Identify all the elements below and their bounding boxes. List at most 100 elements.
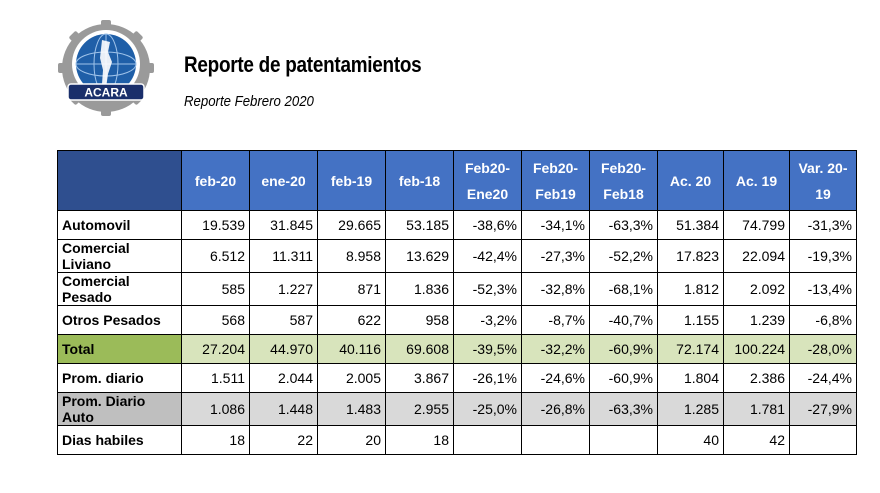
table-cell: 53.185 [385, 210, 454, 240]
patentamientos-table: feb-20 ene-20 feb-19 feb-18 Feb20- Ene20 Feb20… [57, 150, 857, 455]
header-corner [57, 150, 182, 211]
table-row: Dias habiles 18 22 20 18 40 42 [57, 425, 857, 455]
table-cell: -60,9% [589, 334, 658, 364]
table-cell: 958 [385, 305, 454, 335]
table-cell: 74.799 [723, 210, 790, 240]
column-header: Feb20- Feb19 [521, 150, 590, 211]
table-cell: -24,6% [521, 363, 590, 393]
table-cell: 18 [181, 425, 250, 455]
table-cell: -31,3% [789, 210, 857, 240]
column-header-line: feb-20 [194, 172, 237, 189]
row-label: Otros Pesados [57, 305, 182, 335]
table-cell: 568 [181, 305, 250, 335]
table-cell: 1.239 [723, 305, 790, 335]
table-cell: 42 [723, 425, 790, 455]
table-cell: 1.086 [181, 392, 250, 426]
table-cell: -6,8% [789, 305, 857, 335]
table-cell: -60,9% [589, 363, 658, 393]
table-cell: 40 [657, 425, 724, 455]
table-cell: -3,2% [453, 305, 522, 335]
column-header: ene-20 [249, 150, 318, 211]
table-cell: 100.224 [723, 334, 790, 364]
table-cell: 3.867 [385, 363, 454, 393]
table-cell: -52,3% [453, 272, 522, 306]
table-cell: -24,4% [789, 363, 857, 393]
table-cell: 44.970 [249, 334, 318, 364]
table-cell: -25,0% [453, 392, 522, 426]
table-header-row: feb-20 ene-20 feb-19 feb-18 Feb20- Ene20 Feb20… [57, 150, 857, 211]
row-label: Prom. diario [57, 363, 182, 393]
table-row: Otros Pesados 568 587 622 958 -3,2% -8,7% -40,7… [57, 305, 857, 335]
table-cell: 1.812 [657, 272, 724, 306]
row-label: Comercial Pesado [57, 272, 182, 306]
table-cell: -34,1% [521, 210, 590, 240]
table-row: Automovil 19.539 31.845 29.665 53.185 -38,6% -… [57, 210, 857, 240]
column-header-line: feb-19 [330, 172, 373, 189]
table-cell: 871 [317, 272, 386, 306]
table-cell: 2.044 [249, 363, 318, 393]
logo-text: ACARA [84, 86, 128, 100]
row-label: Automovil [57, 210, 182, 240]
acara-logo: ACARA [58, 20, 154, 116]
column-header: feb-18 [385, 150, 454, 211]
table-cell: 18 [385, 425, 454, 455]
table-cell: -28,0% [789, 334, 857, 364]
table-cell: -63,3% [589, 392, 658, 426]
table-cell: 2.386 [723, 363, 790, 393]
table-cell: 20 [317, 425, 386, 455]
column-header-line: Feb20- [532, 159, 579, 176]
table-cell: -38,6% [453, 210, 522, 240]
table-row: Total 27.204 44.970 40.116 69.608 -39,5% -32,2… [57, 334, 857, 364]
table-cell: 17.823 [657, 239, 724, 273]
table-cell: 29.665 [317, 210, 386, 240]
table-cell: -26,8% [521, 392, 590, 426]
table-cell: -32,8% [521, 272, 590, 306]
table-cell: 1.781 [723, 392, 790, 426]
table-cell: -19,3% [789, 239, 857, 273]
column-header-line: ene-20 [261, 172, 306, 189]
table-cell: 13.629 [385, 239, 454, 273]
table-cell: -27,9% [789, 392, 857, 426]
table-cell: 1.511 [181, 363, 250, 393]
column-header-line: Ac. 19 [735, 172, 778, 189]
table-cell: 587 [249, 305, 318, 335]
table-row: Prom. diario 1.511 2.044 2.005 3.867 -26,1% -2… [57, 363, 857, 393]
column-header-line: Ac. 20 [669, 172, 712, 189]
table-cell: 22.094 [723, 239, 790, 273]
table-cell: 1.155 [657, 305, 724, 335]
table-cell: 622 [317, 305, 386, 335]
column-header-line: Feb20- [464, 159, 511, 176]
table-cell [521, 425, 590, 455]
table-cell: 72.174 [657, 334, 724, 364]
table-cell: 19.539 [181, 210, 250, 240]
row-label: Dias habiles [57, 425, 182, 455]
table-cell: 1.448 [249, 392, 318, 426]
table-cell: 31.845 [249, 210, 318, 240]
column-header-line: Feb18 [603, 185, 644, 202]
column-header-line: Feb19 [535, 185, 576, 202]
table-cell: 22 [249, 425, 318, 455]
table-cell: 40.116 [317, 334, 386, 364]
table-cell [453, 425, 522, 455]
table-row: Comercial Liviano 6.512 11.311 8.958 13.629-… [57, 239, 857, 273]
table-cell [589, 425, 658, 455]
table-row: Comercial Pesado 585 1.227 871 1.836 -52,3% -3… [57, 272, 857, 306]
column-header: feb-19 [317, 150, 386, 211]
table-cell: 6.512 [181, 239, 250, 273]
table-cell: -32,2% [521, 334, 590, 364]
table-cell: -68,1% [589, 272, 658, 306]
table-cell: -27,3% [521, 239, 590, 273]
table-cell: 1.836 [385, 272, 454, 306]
column-header-line: Var. 20-19 [798, 159, 848, 202]
table-row: Prom. Diario Auto 1.086 1.448 1.483 2.955 -25… [57, 392, 857, 426]
page-subtitle: Reporte Febrero 2020 [184, 93, 314, 110]
column-header-line: Feb20- [600, 159, 647, 176]
page-title: Reporte de patentamientos [184, 52, 422, 77]
table-cell: -26,1% [453, 363, 522, 393]
table-cell: -8,7% [521, 305, 590, 335]
table-cell: 8.958 [317, 239, 386, 273]
row-label: Total [57, 334, 182, 364]
column-header: Var. 20-19 [789, 150, 857, 211]
table-cell: 1.227 [249, 272, 318, 306]
table-cell: 585 [181, 272, 250, 306]
